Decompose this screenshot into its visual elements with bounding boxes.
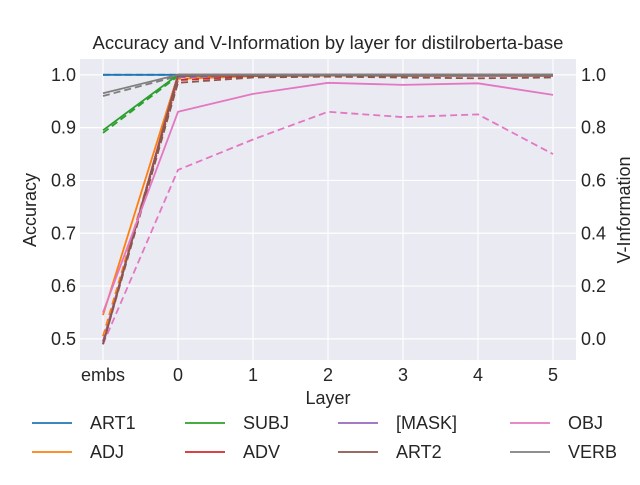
y2-axis-label: V-Information bbox=[614, 156, 634, 263]
legend-label: ART1 bbox=[90, 413, 136, 433]
y2-tick-label: 0.0 bbox=[581, 329, 606, 349]
y-tick-label: 0.6 bbox=[51, 276, 76, 296]
series-line-accuracy bbox=[102, 81, 554, 313]
series-line-vinfo bbox=[102, 75, 554, 345]
series-line-vinfo bbox=[102, 110, 554, 345]
series-line-accuracy bbox=[102, 73, 553, 95]
x-tick-label: 4 bbox=[473, 365, 483, 385]
chart-title: Accuracy and V-Information by layer for … bbox=[93, 32, 564, 53]
y2-tick-label: 1.0 bbox=[581, 65, 606, 85]
x-tick-label: 0 bbox=[173, 365, 183, 385]
ticks: embs 0 1 2 3 4 5 0.5 0.6 0.7 0.8 0.9 1.0 0.0 0.2 0.4 0.6… bbox=[51, 65, 606, 385]
y-tick-label: 0.5 bbox=[51, 329, 76, 349]
series bbox=[102, 73, 554, 345]
x-axis-label: Layer bbox=[305, 388, 350, 408]
legend-label: ADV bbox=[243, 442, 280, 462]
y2-tick-label: 0.2 bbox=[581, 276, 606, 296]
y-axis-label: Accuracy bbox=[20, 173, 40, 247]
y-tick-label: 1.0 bbox=[51, 65, 76, 85]
legend-label: OBJ bbox=[568, 413, 603, 433]
legend-label: [MASK] bbox=[396, 413, 457, 433]
y-tick-label: 0.7 bbox=[51, 223, 76, 243]
grid bbox=[80, 59, 576, 360]
x-tick-label: 2 bbox=[323, 365, 333, 385]
y2-tick-label: 0.6 bbox=[581, 170, 606, 190]
y-tick-label: 0.8 bbox=[51, 170, 76, 190]
legend-label: ADJ bbox=[90, 442, 124, 462]
x-tick-label: embs bbox=[81, 365, 125, 385]
legend-label: VERB bbox=[568, 442, 617, 462]
x-tick-label: 3 bbox=[398, 365, 408, 385]
x-tick-label: 1 bbox=[248, 365, 258, 385]
legend: ART1 ADJ SUBJ ADV [MASK] ART2 OBJ VERB bbox=[32, 413, 617, 462]
y-tick-label: 0.9 bbox=[51, 118, 76, 138]
y2-tick-label: 0.8 bbox=[581, 118, 606, 138]
y2-tick-label: 0.4 bbox=[581, 223, 606, 243]
x-tick-label: 5 bbox=[548, 365, 558, 385]
legend-label: SUBJ bbox=[243, 413, 289, 433]
legend-label: ART2 bbox=[396, 442, 442, 462]
